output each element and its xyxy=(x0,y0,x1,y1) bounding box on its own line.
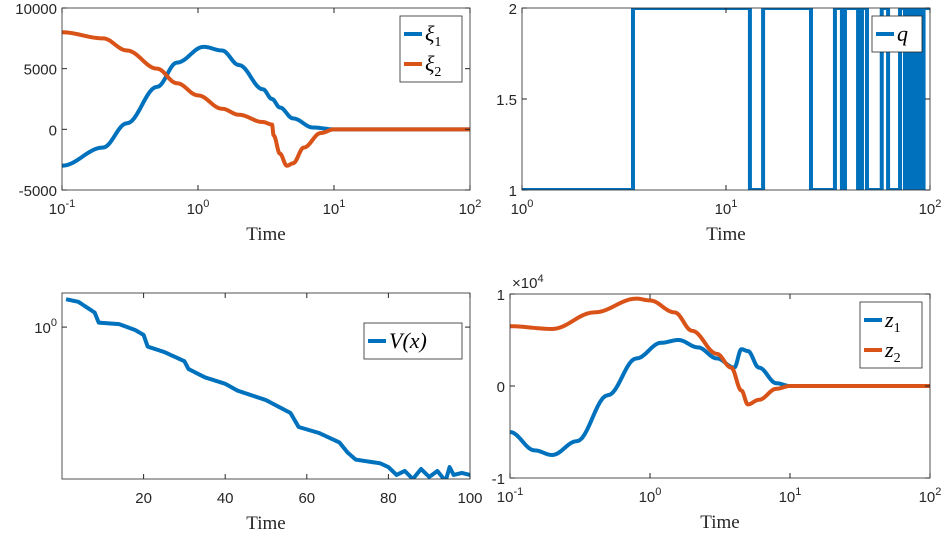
tick-label: 100 xyxy=(639,486,662,506)
tick-label: 60 xyxy=(298,490,315,507)
tick-label: 10-1 xyxy=(49,198,75,218)
tick-label: -5000 xyxy=(19,183,57,200)
tick-label: 100 xyxy=(34,317,57,337)
series-line-1 xyxy=(510,338,930,457)
tick-label: 1.5 xyxy=(496,92,517,109)
legend: q xyxy=(871,15,923,53)
tick-label: 101 xyxy=(779,486,802,506)
legend-box xyxy=(399,15,463,83)
tick-label: 2 xyxy=(509,1,517,18)
tick-label: 5000 xyxy=(24,62,57,79)
axes-box xyxy=(61,7,471,191)
x-axis-label: Time xyxy=(700,512,739,533)
axes-box xyxy=(61,292,471,480)
y-exponent: ×104 xyxy=(512,273,544,292)
tick-label: 0 xyxy=(497,379,505,396)
tick-label: 40 xyxy=(217,490,234,507)
subplot-3: 20 40 60 80 100 100 Time V(x) xyxy=(34,292,483,534)
x-axis-label: Time xyxy=(246,513,285,534)
x-axis-label: Time xyxy=(246,224,285,245)
tick-label: 10000 xyxy=(15,1,57,18)
tick-label: 102 xyxy=(919,486,942,506)
legend-box xyxy=(859,301,923,369)
tick-label: 20 xyxy=(135,490,152,507)
plot-area xyxy=(62,30,470,168)
tick-label: 101 xyxy=(715,198,738,218)
plot-area xyxy=(65,297,470,479)
series-line-1 xyxy=(62,44,470,168)
tick-label: 1 xyxy=(509,183,517,200)
series-line-2 xyxy=(510,296,930,407)
x-axis-label: Time xyxy=(706,224,745,245)
series-line-1 xyxy=(65,297,470,479)
tick-label: 1 xyxy=(497,287,505,304)
tick-label: 100 xyxy=(511,198,534,218)
series-line-1 xyxy=(522,8,930,190)
plot-area xyxy=(522,8,930,190)
tick-label: 100 xyxy=(457,490,482,507)
tick-label: 101 xyxy=(323,198,346,218)
tick-label: 100 xyxy=(187,198,210,218)
tick-label: 0 xyxy=(49,122,57,139)
plot-area xyxy=(510,296,930,457)
legend: V(x) xyxy=(363,322,463,360)
tick-label: 102 xyxy=(459,198,482,218)
subplot-2: 100 101 102 1 1.5 2 Time q xyxy=(496,1,941,245)
tick-label: 80 xyxy=(380,490,397,507)
tick-label: 102 xyxy=(919,198,942,218)
series-line-2 xyxy=(62,30,470,168)
tick-label: -1 xyxy=(492,471,505,488)
tick-label: 10-1 xyxy=(497,486,523,506)
legend-label: V(x) xyxy=(389,328,427,353)
legend-label: q xyxy=(897,21,908,46)
